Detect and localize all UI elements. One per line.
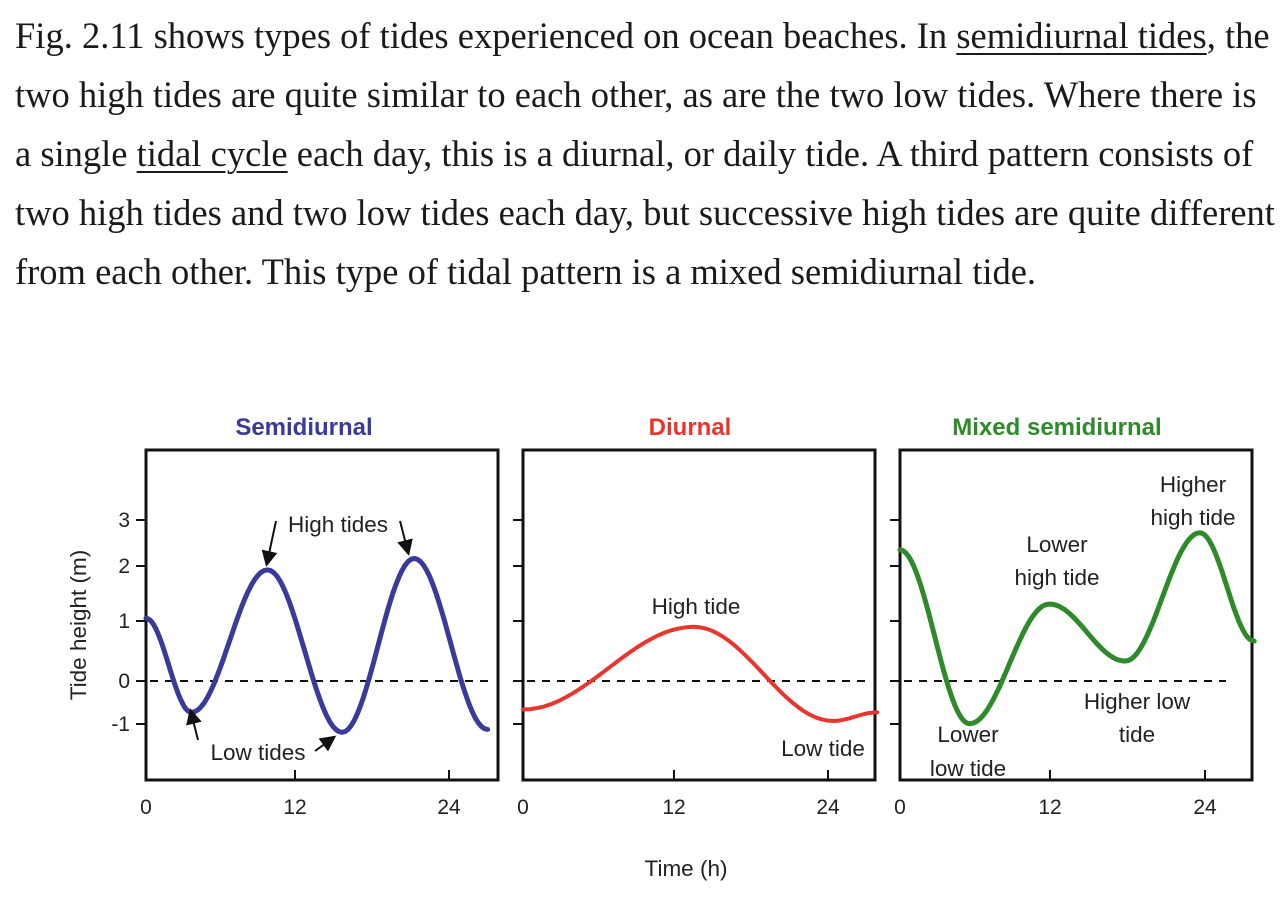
panel-frame-diurnal [521, 448, 877, 782]
tide-charts: Semidiurnal Diurnal Mixed semidiurnal 3 [66, 414, 1257, 881]
arrow-high-tide-2 [397, 520, 413, 556]
annotation-lower-low-tide-line2: low tide [930, 756, 1006, 781]
panel-frame-semidiurnal [144, 448, 500, 782]
x-tick-label: 12 [662, 796, 685, 819]
x-tick-label: 24 [816, 796, 840, 819]
y-tick-label: 2 [118, 555, 130, 578]
annotation-higher-high-tide-line2: high tide [1150, 505, 1235, 530]
diurnal-tide-curve [521, 624, 880, 723]
mixed-semidiurnal-tide-curve [897, 530, 1257, 727]
annotation-lower-low-tide-line1: Lower [937, 722, 999, 747]
annotation-low-tide: Low tide [781, 736, 865, 761]
annotation-higher-high-tide-line1: Higher [1160, 472, 1227, 497]
x-tick-label: 24 [437, 796, 461, 819]
title-mixed-semidiurnal: Mixed semidiurnal [952, 414, 1161, 441]
paragraph-text-1: Fig. 2.11 shows types of tides experienc… [15, 15, 957, 56]
y-axis-label: Tide height (m) [66, 550, 91, 700]
arrow-high-tide-1 [261, 520, 278, 567]
link-semidiurnal-tides[interactable]: semidiurnal tides [956, 15, 1207, 56]
title-semidiurnal: Semidiurnal [235, 414, 372, 441]
y-tick-label: 3 [118, 509, 130, 532]
tide-types-figure: Semidiurnal Diurnal Mixed semidiurnal 3 [0, 380, 1280, 917]
x-axis-label: Time (h) [645, 856, 728, 881]
x-tick-label: 12 [283, 796, 306, 819]
panel-frame-mixed [898, 448, 1254, 782]
arrow-low-tide-2 [314, 735, 337, 752]
x-tick-label: 24 [1193, 796, 1217, 819]
body-paragraph: Fig. 2.11 shows types of tides experienc… [15, 6, 1277, 301]
x-tick-label: 0 [517, 796, 529, 819]
paragraph-text-3: each day, this is a diurnal, or daily ti… [15, 133, 1275, 292]
y-tick-label: 1 [118, 610, 130, 633]
annotation-lower-high-tide-line2: high tide [1014, 565, 1099, 590]
annotation-high-tide: High tide [652, 594, 741, 619]
title-diurnal: Diurnal [649, 414, 732, 441]
link-tidal-cycle[interactable]: tidal cycle [136, 133, 288, 174]
x-tick-label: 12 [1038, 796, 1061, 819]
arrow-low-tide-1 [186, 708, 202, 741]
y-tick-label: 0 [118, 670, 130, 693]
annotation-low-tides: Low tides [210, 740, 305, 765]
paragraph-text-2: , the two high tides are quite similar t… [15, 15, 1270, 174]
annotation-high-tides: High tides [288, 512, 388, 537]
y-tick-label: -1 [111, 713, 130, 736]
semidiurnal-tide-curve [143, 555, 491, 735]
annotation-higher-low-tide-line1: Higher low [1084, 689, 1191, 714]
x-tick-label: 0 [140, 796, 152, 819]
y-ticks [136, 519, 900, 725]
x-tick-label: 0 [894, 796, 906, 819]
x-ticks [294, 770, 1206, 780]
annotation-higher-low-tide-line2: tide [1119, 722, 1155, 747]
annotation-lower-high-tide-line1: Lower [1026, 532, 1088, 557]
